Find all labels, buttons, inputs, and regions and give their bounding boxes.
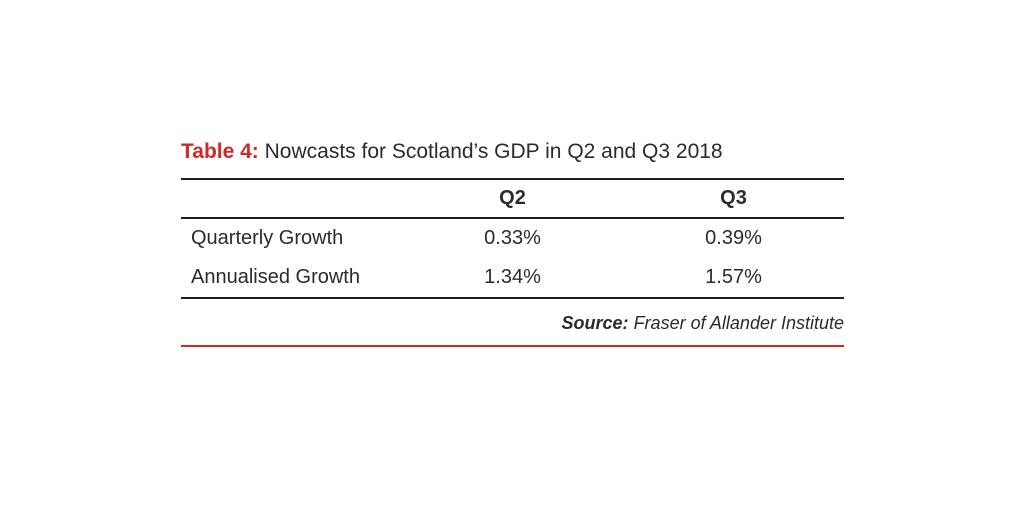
table-title-text: Nowcasts for Scotland’s GDP in Q2 and Q3… [258,140,723,163]
cell-q2: 1.34% [402,258,623,299]
table-title-lead: Table 4: [181,140,259,163]
column-header-label [181,178,402,219]
source-text: Fraser of Allander Institute [628,313,844,333]
column-header-q3: Q3 [623,178,844,219]
cell-q3: 1.57% [623,258,844,299]
table-header-row: Q2 Q3 [181,178,844,219]
row-label: Annualised Growth [181,258,402,299]
table-row: Annualised Growth 1.34% 1.57% [181,258,844,299]
source-lead: Source: [561,313,629,333]
cell-q3: 0.39% [705,227,762,249]
gdp-nowcast-table: Q2 Q3 Quarterly Growth 0.33% 0.39% Annua… [181,178,844,299]
bottom-accent-rule [181,345,844,347]
table-title: Table 4: Nowcasts for Scotland’s GDP in … [181,138,844,168]
source-note: Source: Fraser of Allander Institute [181,311,844,335]
cell-q2: 0.33% [484,227,541,249]
row-label: Quarterly Growth [191,227,344,249]
column-header-q2: Q2 [402,178,623,219]
table-figure: Table 4: Nowcasts for Scotland’s GDP in … [181,138,844,347]
table-row: Quarterly Growth 0.33% 0.39% [181,218,844,258]
